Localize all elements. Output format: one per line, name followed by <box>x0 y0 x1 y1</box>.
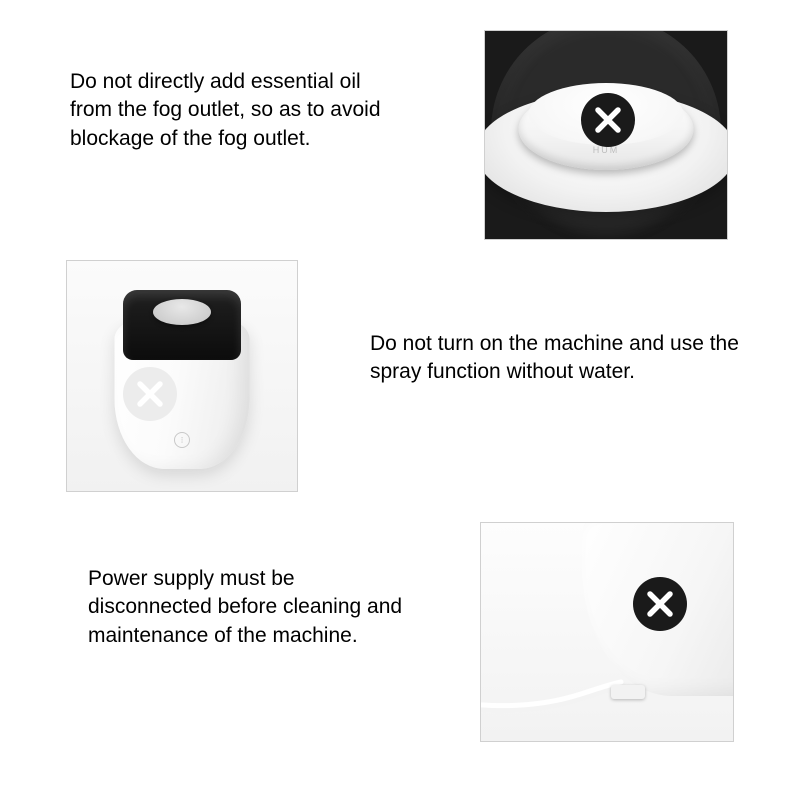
warning-text-1: Do not directly add essential oil from t… <box>70 68 400 153</box>
prohibited-icon <box>633 577 687 631</box>
device-logo-icon: ⁝ <box>174 432 190 448</box>
illustration-fog-outlet: HUM <box>484 30 728 240</box>
cable-plug <box>611 685 645 699</box>
warning-text-3: Power supply must be disconnected before… <box>88 565 408 650</box>
illustration-power-cable <box>480 522 734 742</box>
x-icon <box>633 577 687 631</box>
x-icon <box>123 367 177 421</box>
warning-text-2: Do not turn on the machine and use the s… <box>370 330 740 387</box>
x-icon <box>581 93 635 147</box>
illustration-device: ⁝ <box>66 260 298 492</box>
prohibited-icon <box>123 367 177 421</box>
prohibited-icon <box>581 93 635 147</box>
device-knob <box>153 299 211 325</box>
